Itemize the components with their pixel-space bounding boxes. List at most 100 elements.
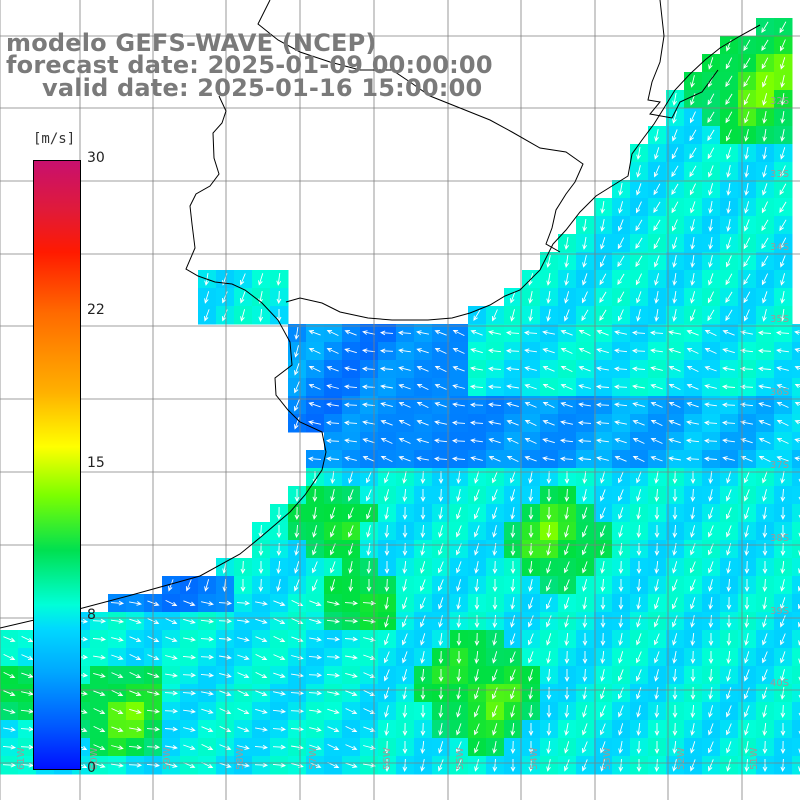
wind-arrow xyxy=(542,330,555,335)
wind-arrow xyxy=(542,401,555,409)
wind-arrow xyxy=(779,183,787,196)
wind-arrow xyxy=(577,420,592,426)
wind-cell xyxy=(792,666,800,685)
wind-arrow xyxy=(451,438,466,444)
wind-arrow xyxy=(780,687,785,700)
wind-arrow xyxy=(363,618,376,624)
longitude-label: 52W xyxy=(676,747,687,770)
wind-arrow xyxy=(363,745,376,750)
wind-arrow xyxy=(237,618,250,624)
wind-arrow xyxy=(654,129,659,142)
wind-arrow xyxy=(653,201,661,213)
wind-arrow xyxy=(492,758,498,773)
wind-cell xyxy=(792,558,800,577)
wind-arrow xyxy=(528,291,533,304)
wind-arrow xyxy=(474,687,480,700)
wind-arrow xyxy=(380,437,393,444)
colorbar-tick-0: 0 xyxy=(87,760,96,776)
wind-arrow xyxy=(343,384,358,390)
wind-arrow xyxy=(690,615,695,628)
wind-arrow xyxy=(743,291,751,304)
wind-arrow xyxy=(474,471,480,484)
wind-arrow xyxy=(456,614,462,629)
wind-arrow xyxy=(744,183,749,196)
wind-arrow xyxy=(707,291,715,304)
wind-arrow xyxy=(254,744,269,750)
wind-arrow xyxy=(757,348,772,354)
wind-arrow xyxy=(312,507,318,520)
wind-arrow xyxy=(294,327,300,340)
wind-arrow xyxy=(402,525,408,539)
wind-arrow xyxy=(761,237,769,249)
wind-arrow xyxy=(527,633,534,646)
wind-arrow xyxy=(762,165,767,178)
wind-arrow xyxy=(672,237,678,250)
wind-arrow xyxy=(776,419,789,427)
wind-arrow xyxy=(636,759,642,773)
wind-cell xyxy=(792,594,800,613)
wind-arrow xyxy=(686,402,699,408)
wind-arrow xyxy=(506,384,519,389)
wind-arrow xyxy=(632,437,645,444)
wind-arrow xyxy=(600,525,606,538)
wind-arrow xyxy=(452,329,465,337)
wind-cell xyxy=(792,360,800,379)
wind-arrow xyxy=(739,366,754,372)
wind-arrow xyxy=(776,437,789,444)
wind-arrow xyxy=(596,456,609,461)
wind-arrow xyxy=(491,687,498,700)
wind-arrow xyxy=(398,384,411,390)
wind-arrow xyxy=(456,723,462,736)
wind-arrow xyxy=(344,636,359,642)
wind-cell xyxy=(792,522,800,541)
wind-arrow xyxy=(456,668,462,683)
wind-arrow xyxy=(510,489,516,502)
longitude-labels: 61W 60W 59W 58W 57W 56W 55W 54W 53W 52W 51W xyxy=(16,747,760,770)
border-line xyxy=(257,0,584,253)
wind-arrow xyxy=(21,672,34,678)
wind-arrow xyxy=(726,237,732,250)
wind-arrow xyxy=(744,560,750,575)
wind-arrow xyxy=(779,633,786,646)
wind-arrow xyxy=(362,438,375,444)
wind-arrow xyxy=(708,470,714,485)
wind-arrow xyxy=(474,632,480,647)
wind-arrow xyxy=(672,579,678,592)
wind-arrow xyxy=(384,471,390,484)
wind-arrow xyxy=(3,708,16,714)
wind-arrow xyxy=(672,651,677,664)
wind-arrow xyxy=(726,165,731,178)
wind-arrow xyxy=(689,165,697,178)
wind-arrow xyxy=(510,669,516,682)
wind-arrow xyxy=(344,600,359,606)
wind-arrow xyxy=(201,726,214,733)
wind-arrow xyxy=(384,597,389,610)
wind-arrow xyxy=(654,147,660,160)
wind-arrow xyxy=(577,438,592,444)
wind-arrow xyxy=(111,708,124,715)
wind-arrow xyxy=(564,309,570,322)
wind-arrow xyxy=(578,347,591,354)
wind-arrow xyxy=(726,525,732,538)
wind-arrow xyxy=(273,618,286,625)
wind-arrow xyxy=(201,743,214,751)
wind-arrow xyxy=(780,525,786,539)
wind-arrow xyxy=(402,741,408,755)
wind-arrow xyxy=(779,219,787,232)
wind-arrow xyxy=(110,618,125,624)
wind-arrow xyxy=(344,330,357,336)
wind-arrow xyxy=(780,597,786,610)
wind-arrow xyxy=(366,560,372,575)
wind-arrow xyxy=(330,579,336,592)
wind-arrow xyxy=(348,525,354,538)
wind-arrow xyxy=(402,722,408,737)
wind-arrow xyxy=(402,488,408,503)
wind-arrow xyxy=(599,309,607,321)
wind-arrow xyxy=(433,456,448,462)
wind-arrow xyxy=(456,687,461,700)
wind-arrow xyxy=(708,687,713,700)
wind-arrow xyxy=(650,437,663,444)
longitude-label: 57W xyxy=(308,747,319,770)
wind-arrow xyxy=(200,672,215,678)
wind-arrow xyxy=(546,524,552,539)
